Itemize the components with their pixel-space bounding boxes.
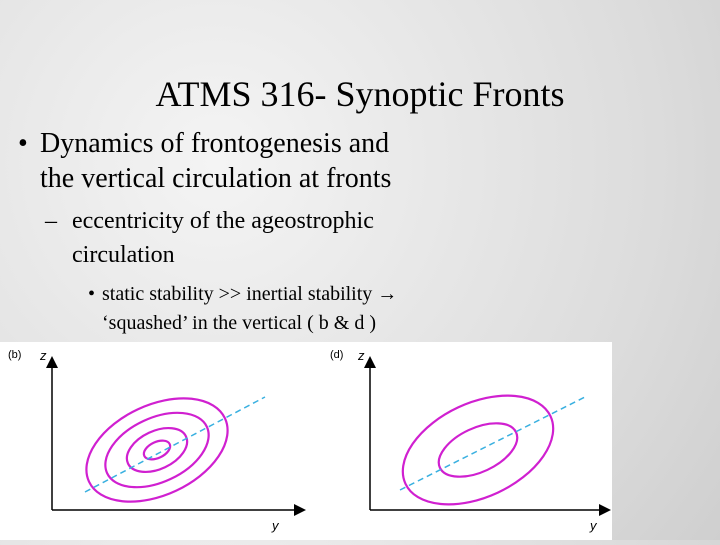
bullet-marker: – [45, 208, 57, 234]
axis-label: y [271, 518, 280, 533]
bullet-marker: • [18, 128, 28, 159]
axis-label: z [39, 348, 47, 363]
bullet-text: eccentricity of the ageostrophic [72, 208, 374, 234]
dashed-line [84, 396, 266, 493]
figure: (b) z y (d) z y [0, 342, 612, 540]
bullet-text: circulation [72, 242, 175, 268]
dashed-line [399, 396, 586, 491]
bullet-text: static stability >> inertial stability → [102, 283, 398, 305]
panel-label: (d) [330, 349, 343, 361]
axis-label: z [357, 348, 365, 363]
bullet-text: Dynamics of frontogenesis and [40, 128, 390, 159]
bullet-text: ‘squashed’ in the vertical ( b & d ) [102, 312, 376, 334]
ellipses [85, 397, 229, 503]
figure-drawing: (b) z y (d) z y [8, 348, 611, 533]
slide-title: ATMS 316- Synoptic Fronts [155, 74, 565, 114]
bullet-text: the vertical circulation at fronts [40, 163, 392, 194]
ellipses [401, 394, 555, 506]
axis-label: y [589, 518, 598, 533]
bullet-marker: • [88, 283, 96, 305]
panel-label: (b) [8, 349, 21, 361]
